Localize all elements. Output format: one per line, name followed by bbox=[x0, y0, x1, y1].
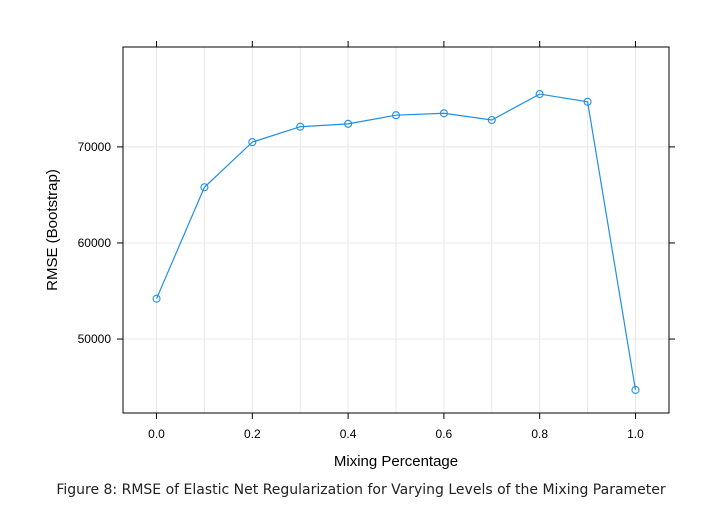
y-tick-label: 60000 bbox=[78, 236, 112, 250]
y-tick-label: 70000 bbox=[78, 140, 112, 154]
data-point bbox=[487, 115, 496, 125]
data-point bbox=[296, 122, 305, 131]
plot-frame bbox=[122, 46, 670, 414]
y-axis-label: RMSE (Bootstrap) bbox=[44, 169, 61, 291]
data-point bbox=[391, 111, 401, 120]
data-point bbox=[631, 385, 640, 394]
y-tick-label: 50000 bbox=[78, 332, 112, 346]
data-point bbox=[535, 90, 544, 99]
x-tick-label: 0.4 bbox=[340, 427, 357, 441]
x-tick-label: 1.0 bbox=[627, 427, 644, 441]
x-tick-label: 0.6 bbox=[436, 427, 453, 441]
x-tick-label: 0.0 bbox=[148, 427, 165, 441]
data-series bbox=[152, 90, 640, 394]
data-point bbox=[152, 294, 161, 303]
data-point bbox=[248, 138, 257, 147]
data-point bbox=[439, 109, 448, 118]
figure-caption: Figure 8: RMSE of Elastic Net Regulariza… bbox=[56, 482, 666, 498]
axis-ticks bbox=[117, 41, 675, 419]
data-point bbox=[344, 119, 353, 128]
tick-labels: 0.0 0.2 0.4 0.6 0.8 1.0 50000 60000 70000 bbox=[78, 140, 645, 441]
grid-lines bbox=[123, 47, 669, 413]
x-tick-label: 0.2 bbox=[244, 427, 261, 441]
x-tick-label: 0.8 bbox=[531, 427, 548, 441]
line-chart: 0.0 0.2 0.4 0.6 0.8 1.0 50000 60000 70000 Mixing… bbox=[44, 41, 675, 470]
data-point bbox=[200, 183, 209, 192]
series-line bbox=[155, 93, 637, 391]
data-point bbox=[583, 97, 592, 106]
x-axis-label: Mixing Percentage bbox=[334, 453, 458, 470]
